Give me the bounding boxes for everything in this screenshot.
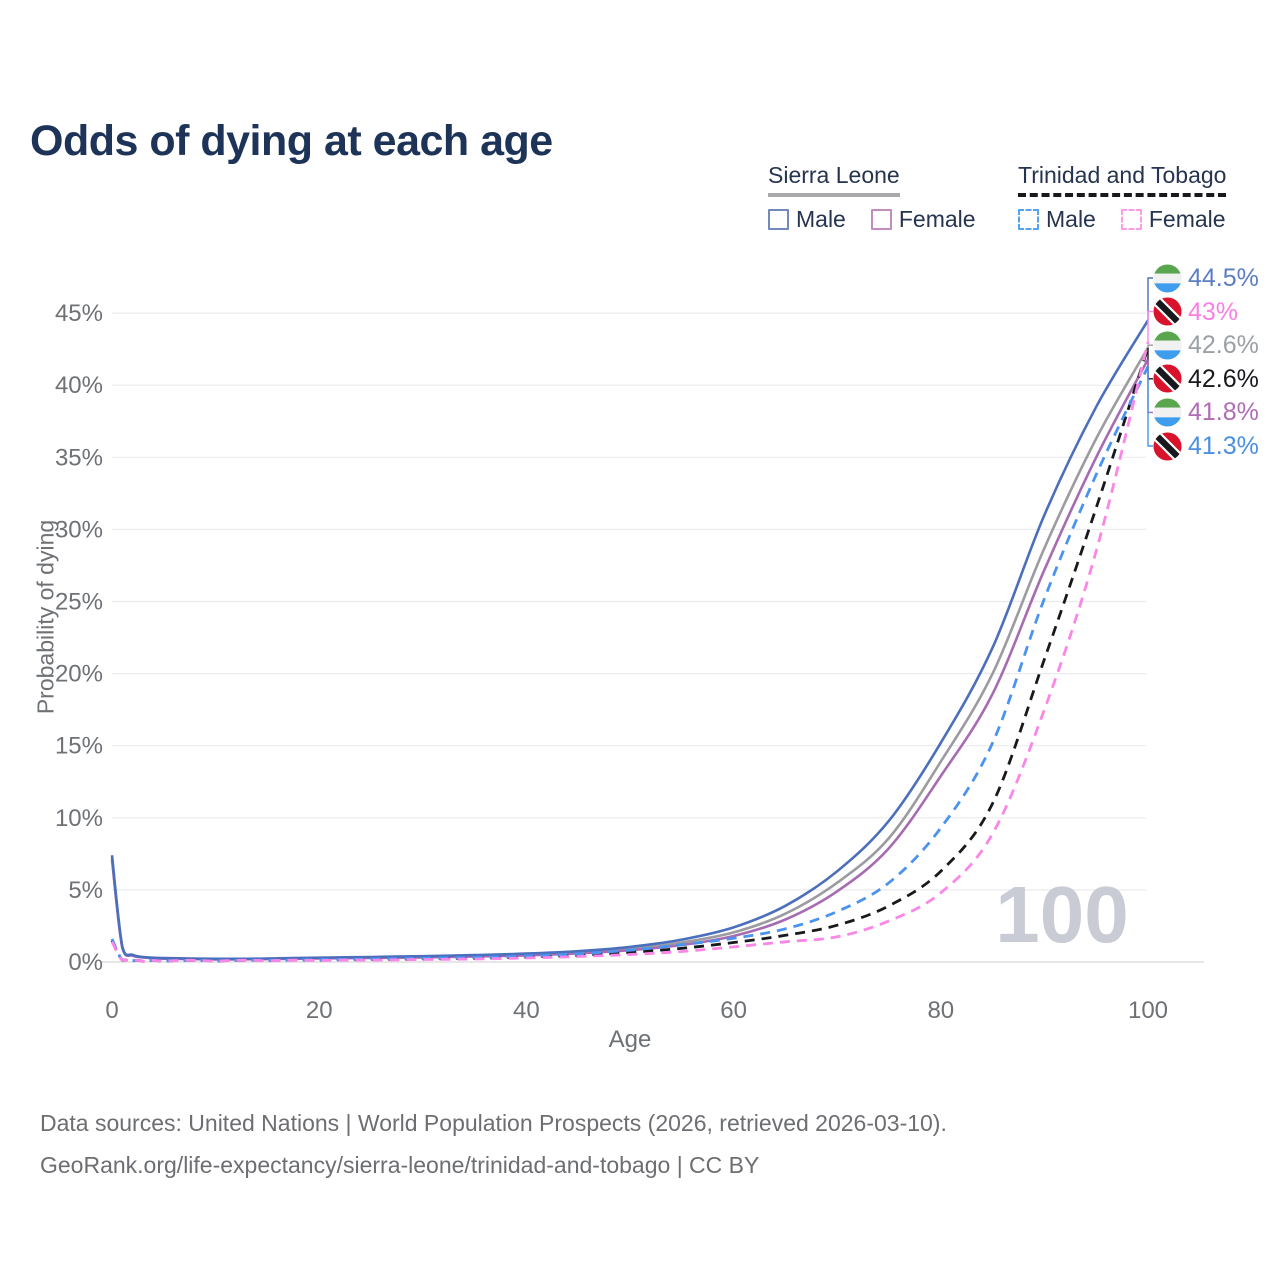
y-tick-label: 0%	[68, 949, 103, 976]
end-value: 41.3%	[1188, 432, 1259, 460]
y-tick-label: 40%	[55, 372, 103, 399]
legend-row-trinidad-and-tobago: Male Female	[1018, 206, 1251, 233]
legend-group-trinidad-and-tobago: Trinidad and Tobago Male Female	[1018, 162, 1251, 233]
legend-checkbox-sierra-leone-female[interactable]	[870, 209, 892, 230]
legend-checkbox-trinidad-male[interactable]	[1018, 209, 1039, 230]
legend-label-trinidad-male[interactable]: Male	[1046, 206, 1096, 232]
callout-line	[1147, 310, 1153, 342]
trinidad-and-tobago-flag-icon	[1153, 431, 1182, 461]
footer: Data sources: United Nations | World Pop…	[40, 1102, 947, 1186]
series-line-tt-male	[110, 365, 1150, 963]
y-tick-label: 20%	[55, 661, 103, 688]
footer-data-sources: Data sources: United Nations | World Pop…	[40, 1110, 947, 1136]
legend-group-sierra-leone: Sierra Leone Male Female	[768, 162, 1001, 233]
end-value: 41.8%	[1188, 398, 1259, 427]
series-line-tt-both	[110, 347, 1150, 963]
legend-row-sierra-leone: Male Female	[768, 206, 1001, 233]
x-tick-label: 0	[105, 997, 118, 1024]
end-label-sl-male: 44.5%	[1153, 263, 1259, 293]
legend-checkbox-trinidad-female[interactable]	[1120, 209, 1142, 230]
legend-country-trinidad-and-tobago[interactable]: Trinidad and Tobago	[1018, 162, 1227, 197]
y-tick-label: 15%	[55, 733, 103, 760]
series-line-sl-both	[110, 347, 1150, 961]
y-tick-label: 10%	[55, 805, 103, 832]
trinidad-and-tobago-flag-icon	[1153, 364, 1182, 393]
sierra-leone-flag-icon	[1153, 331, 1182, 360]
x-tick-label: 80	[927, 997, 954, 1024]
legend-label-sierra-leone-male[interactable]: Male	[796, 206, 846, 232]
callout-line	[1147, 277, 1153, 321]
end-value: 42.6%	[1188, 331, 1259, 360]
end-label-tt-both: 42.6%	[1153, 364, 1259, 394]
series-line-sl-male	[110, 319, 1150, 961]
end-label-tt-female: 43%	[1153, 297, 1238, 327]
y-tick-label: 25%	[55, 589, 103, 616]
y-tick-label: 35%	[55, 444, 103, 471]
series-line-tt-female	[110, 341, 1150, 963]
page-title: Odds of dying at each age	[30, 116, 553, 165]
x-axis-title: Age	[608, 1026, 652, 1053]
sierra-leone-flag-icon	[1153, 398, 1182, 427]
age-watermark: 100	[995, 870, 1128, 959]
end-label-sl-female: 41.8%	[1153, 397, 1259, 427]
end-label-tt-male: 41.3%	[1153, 431, 1259, 461]
y-tick-label: 5%	[68, 877, 103, 904]
end-label-sl-both: 42.6%	[1153, 330, 1259, 360]
sierra-leone-flag-icon	[1153, 263, 1182, 293]
end-value: 44.5%	[1188, 264, 1259, 292]
callout-line	[1147, 366, 1153, 447]
x-tick-label: 60	[720, 997, 747, 1024]
trinidad-and-tobago-flag-icon	[1153, 297, 1182, 326]
legend-label-sierra-leone-female[interactable]: Female	[898, 206, 976, 232]
end-value: 42.6%	[1188, 364, 1259, 393]
legend-country-sierra-leone[interactable]: Sierra Leone	[768, 162, 900, 197]
x-tick-label: 20	[306, 997, 333, 1024]
legend-checkbox-sierra-leone-male[interactable]	[768, 209, 789, 230]
x-tick-label: 100	[1128, 997, 1168, 1024]
series-line-sl-female	[110, 358, 1150, 961]
end-value: 43%	[1188, 297, 1239, 326]
legend-label-trinidad-female[interactable]: Female	[1148, 206, 1226, 232]
y-tick-label: 30%	[55, 516, 103, 543]
x-tick-label: 40	[513, 997, 540, 1024]
y-tick-label: 45%	[55, 300, 103, 327]
footer-attribution: GeoRank.org/life-expectancy/sierra-leone…	[40, 1152, 760, 1178]
callout-line	[1147, 344, 1153, 348]
